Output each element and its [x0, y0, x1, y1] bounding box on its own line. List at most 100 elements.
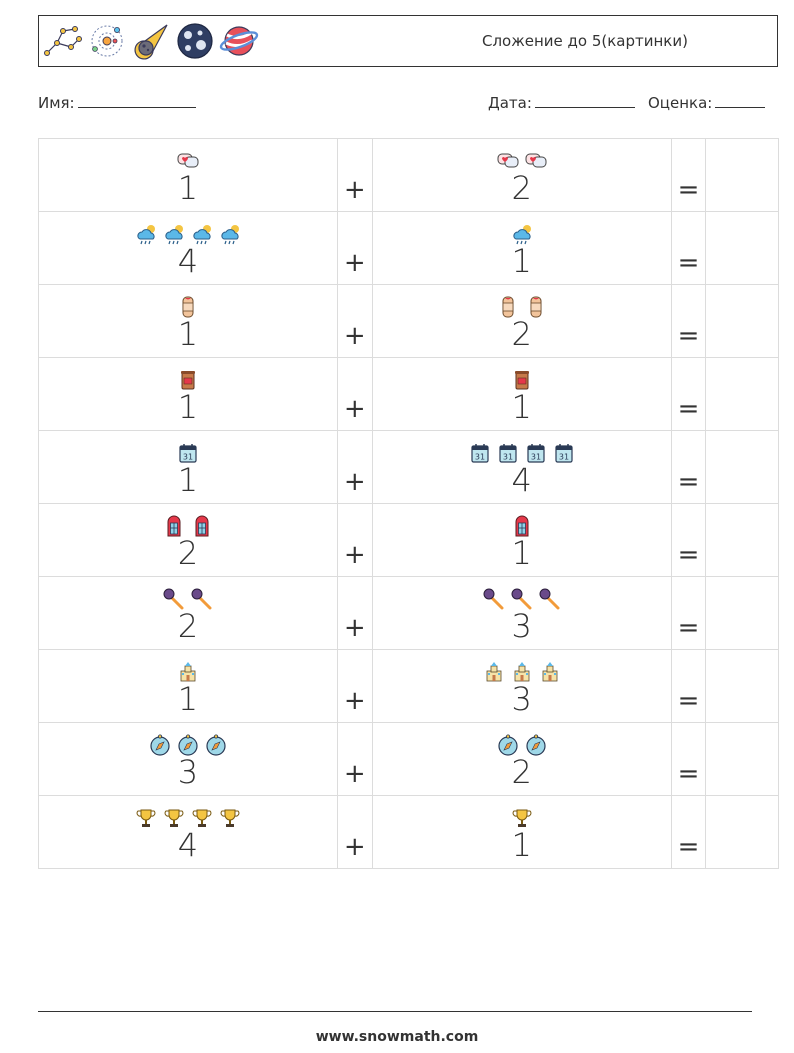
equals-sign: = — [677, 686, 700, 716]
addend-a-cell: 2 — [38, 503, 338, 577]
coffee-cup-icon — [514, 371, 529, 390]
rain-cloud-icon — [137, 225, 155, 245]
equals-sign: = — [677, 321, 700, 351]
plus-sign: + — [343, 175, 366, 205]
addend-a-cell: 31 1 — [38, 430, 338, 504]
svg-text:31: 31 — [183, 453, 193, 462]
addend-a: 1 — [177, 388, 199, 426]
addend-a: 1 — [177, 315, 199, 353]
date-field[interactable]: Дата: — [488, 93, 635, 112]
addend-a: 1 — [177, 461, 199, 499]
plus-cell: + — [336, 722, 373, 796]
rain-cloud-icon — [165, 225, 183, 245]
calendar-icon: 31 — [527, 444, 545, 463]
equals-sign: = — [677, 540, 700, 570]
trophy-icon — [512, 809, 531, 827]
equals-sign: = — [677, 467, 700, 497]
answer-cell[interactable] — [705, 795, 779, 869]
svg-text:31: 31 — [503, 453, 513, 462]
plus-cell: + — [336, 430, 373, 504]
compass-icon — [498, 734, 518, 756]
plus-sign: + — [343, 321, 366, 351]
plus-cell: + — [336, 503, 373, 577]
castle-icon — [514, 662, 530, 682]
addend-a-cell: 4 — [38, 211, 338, 285]
exercise-table: 1 +2 = 4 +1 = 1 +2 = 1 +1 = 31 1 +31 31 31 31 4 = 2 +1 = 2 +3 = 1 +… — [38, 138, 779, 869]
exercise-row: 31 1 +31 31 31 31 4 = — [38, 430, 779, 504]
plus-cell: + — [336, 649, 373, 723]
addend-b: 3 — [511, 607, 532, 645]
microphone-icon — [511, 588, 532, 610]
bandage-icon — [502, 296, 514, 318]
microphone-icon — [191, 588, 212, 610]
solar-system-icon — [91, 25, 123, 57]
addend-a-pictures — [39, 290, 337, 318]
rain-cloud-icon — [193, 225, 211, 245]
answer-cell[interactable] — [705, 503, 779, 577]
addend-b: 2 — [511, 753, 532, 791]
answer-cell[interactable] — [705, 576, 779, 650]
answer-cell[interactable] — [705, 211, 779, 285]
plus-cell: + — [336, 284, 373, 358]
calendar-icon: 31 — [471, 444, 489, 463]
moon-icon — [177, 23, 213, 59]
plus-sign: + — [343, 613, 366, 643]
microphone-icon — [539, 588, 560, 610]
date-label: Дата: — [488, 94, 532, 112]
answer-cell[interactable] — [705, 430, 779, 504]
bandage-icon — [530, 296, 542, 318]
microphone-icon — [163, 588, 184, 610]
addend-b: 3 — [511, 680, 532, 718]
addend-a: 3 — [177, 753, 199, 791]
addend-b-cell: 2 — [371, 284, 672, 358]
date-line[interactable] — [534, 93, 635, 108]
addend-a-cell: 1 — [38, 138, 338, 212]
plus-sign: + — [343, 759, 366, 789]
compass-icon — [178, 734, 198, 756]
exercise-row: 1 +1 = — [38, 357, 779, 431]
equals-cell: = — [670, 795, 707, 869]
plus-cell: + — [336, 795, 373, 869]
equals-cell: = — [670, 722, 707, 796]
grade-field[interactable]: Оценка: — [648, 93, 766, 112]
answer-cell[interactable] — [705, 649, 779, 723]
plus-cell: + — [336, 211, 373, 285]
trophy-icon — [192, 809, 212, 827]
equals-cell: = — [670, 357, 707, 431]
trophy-icon — [220, 809, 240, 827]
answer-cell[interactable] — [705, 722, 779, 796]
addend-b-cell: 1 — [371, 503, 672, 577]
window-icon — [167, 515, 181, 537]
exercise-row: 1 +2 = — [38, 284, 779, 358]
addend-b: 1 — [511, 826, 532, 864]
addend-b-pictures — [373, 144, 671, 172]
addend-b-cell: 3 — [371, 576, 672, 650]
answer-cell[interactable] — [705, 138, 779, 212]
plus-cell: + — [336, 357, 373, 431]
exercise-row: 3 +2 = — [38, 722, 779, 796]
equals-cell: = — [670, 430, 707, 504]
addend-b-cell: 1 — [371, 211, 672, 285]
answer-cell[interactable] — [705, 284, 779, 358]
name-field[interactable]: Имя: — [38, 93, 196, 112]
answer-cell[interactable] — [705, 357, 779, 431]
addend-b-cell: 2 — [371, 138, 672, 212]
equals-cell: = — [670, 138, 707, 212]
addend-b-cell: 1 — [371, 357, 672, 431]
equals-cell: = — [670, 284, 707, 358]
addend-b-pictures — [373, 290, 671, 318]
name-line[interactable] — [77, 93, 196, 108]
addend-a: 2 — [177, 534, 199, 572]
microphone-icon — [483, 588, 504, 610]
equals-cell: = — [670, 576, 707, 650]
equals-cell: = — [670, 503, 707, 577]
footer-url[interactable]: www.snowmath.com — [315, 1029, 479, 1045]
addend-b: 2 — [511, 169, 532, 207]
equals-sign: = — [677, 613, 700, 643]
exercise-row: 4 +1 = — [38, 795, 779, 869]
addend-a-cell: 1 — [38, 649, 338, 723]
castle-icon — [486, 662, 502, 682]
exercise-row: 1 +2 = — [38, 138, 779, 212]
name-label: Имя: — [38, 94, 75, 112]
grade-line[interactable] — [715, 93, 766, 108]
